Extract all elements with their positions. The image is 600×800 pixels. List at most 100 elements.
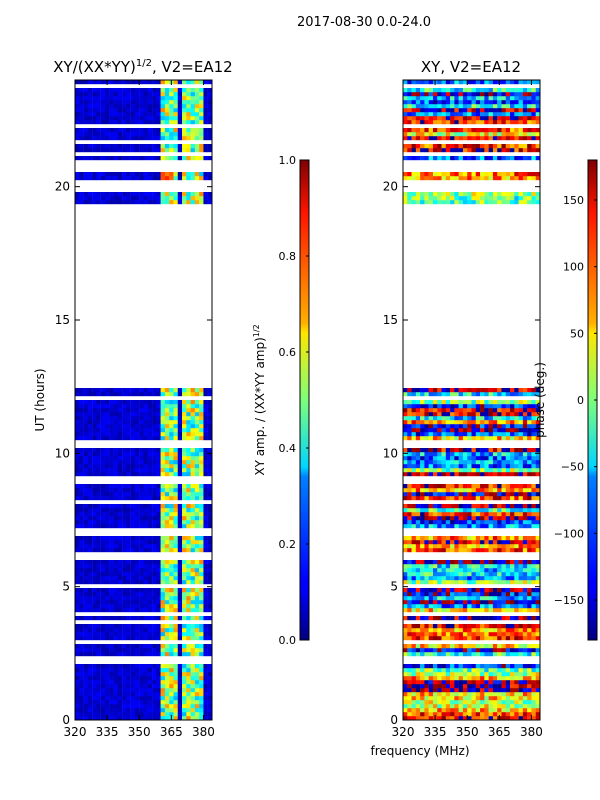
amplitude-heatmap-cell (139, 136, 144, 141)
amplitude-heatmap-cell (87, 420, 93, 425)
amplitude-heatmap-cell (79, 524, 84, 529)
phase-heatmap-cell (480, 420, 485, 425)
phase-heatmap-cell (454, 652, 459, 657)
amplitude-heatmap-cell (75, 136, 80, 141)
amplitude-heatmap-cell (194, 132, 200, 137)
amplitude-heatmap-cell (186, 456, 191, 461)
phase-heatmap-cell (501, 524, 506, 529)
phase-heatmap-cell (437, 688, 442, 693)
amplitude-heatmap-cell (92, 652, 97, 657)
phase-heatmap-cell (514, 564, 519, 569)
amplitude-heatmap-cell (104, 100, 110, 105)
phase-heatmap-cell (445, 544, 451, 549)
amplitude-heatmap-cell (147, 604, 153, 609)
amplitude-heatmap-cell (79, 504, 84, 509)
amplitude-heatmap-cell (190, 92, 196, 97)
phase-heatmap-cell (505, 716, 511, 720)
amplitude-heatmap-cell (199, 572, 204, 577)
amplitude-heatmap-cell (207, 608, 212, 613)
amplitude-heatmap-cell (177, 436, 183, 441)
phase-heatmap-cell (497, 452, 502, 457)
amplitude-heatmap-cell (147, 700, 153, 705)
amplitude-heatmap-cell (139, 716, 144, 720)
phase-heatmap-cell (458, 472, 464, 477)
amplitude-heatmap-cell (203, 436, 208, 441)
phase-heatmap-cell (488, 668, 494, 673)
phase-heatmap-cell (437, 712, 442, 717)
phase-heatmap-cell (488, 432, 494, 437)
phase-heatmap-cell (420, 548, 425, 553)
phase-heatmap-cell (505, 424, 511, 429)
amplitude-heatmap-cell (109, 632, 114, 637)
amplitude-heatmap-cell (182, 408, 187, 413)
amplitude-heatmap-cell (134, 700, 140, 705)
amplitude-heatmap-cell (190, 504, 196, 509)
phase-heatmap-cell (497, 680, 502, 685)
phase-heatmap-cell (454, 424, 459, 429)
amplitude-heatmap-cell (207, 676, 212, 681)
phase-heatmap-cell (514, 664, 519, 669)
amplitude-heatmap-cell (79, 176, 84, 181)
amplitude-heatmap-cell (169, 88, 174, 93)
amplitude-heatmap-cell (126, 644, 131, 649)
amplitude-heatmap-cell (113, 632, 119, 637)
amplitude-heatmap-cell (87, 576, 93, 581)
phase-heatmap-cell (501, 600, 506, 605)
amplitude-heatmap-cell (177, 448, 183, 453)
amplitude-heatmap-cell (190, 692, 196, 697)
phase-heatmap-cell (492, 448, 498, 453)
phase-heatmap-cell (415, 628, 421, 633)
amplitude-heatmap-cell (152, 676, 157, 681)
amplitude-heatmap-cell (122, 636, 127, 641)
amplitude-heatmap-cell (152, 132, 157, 137)
amplitude-heatmap-cell (96, 436, 101, 441)
amplitude-heatmap-cell (169, 512, 174, 517)
phase-heatmap-cell (527, 516, 532, 521)
amplitude-heatmap-cell (109, 452, 114, 457)
phase-heatmap-cell (437, 392, 442, 397)
amplitude-heatmap-cell (92, 616, 97, 621)
amplitude-heatmap-cell (113, 400, 119, 405)
phase-heatmap-cell (471, 568, 476, 573)
amplitude-heatmap-cell (104, 420, 110, 425)
phase-heatmap-cell (505, 704, 511, 709)
phase-heatmap-cell (514, 392, 519, 397)
amplitude-heatmap-cell (126, 708, 131, 713)
amplitude-heatmap-cell (109, 716, 114, 720)
amplitude-heatmap-cell (130, 700, 136, 705)
amplitude-heatmap-cell (173, 424, 178, 429)
phase-heatmap-cell (514, 452, 519, 457)
amplitude-heatmap-cell (83, 156, 89, 161)
amplitude-heatmap-cell (164, 628, 170, 633)
phase-heatmap-cell (518, 668, 524, 673)
y-tick-label: 0 (62, 713, 70, 727)
amplitude-heatmap-cell (113, 132, 119, 137)
amplitude-heatmap-cell (203, 172, 208, 177)
amplitude-heatmap-cell (96, 512, 101, 517)
amplitude-heatmap-cell (87, 132, 93, 137)
phase-heatmap-cell (415, 468, 421, 473)
amplitude-heatmap-cell (152, 516, 157, 521)
amplitude-heatmap-cell (109, 116, 114, 121)
amplitude-heatmap-cell (117, 388, 123, 393)
phase-heatmap-cell (411, 416, 417, 421)
phase-heatmap-cell (424, 672, 429, 677)
amplitude-heatmap-cell (190, 416, 196, 421)
phase-heatmap-cell (531, 468, 536, 473)
amplitude-heatmap-cell (96, 580, 101, 585)
phase-heatmap-cell (441, 536, 447, 541)
amplitude-heatmap-cell (130, 496, 136, 501)
phase-heatmap-cell (527, 668, 532, 673)
amplitude-heatmap-cell (104, 492, 110, 497)
amplitude-heatmap-cell (164, 92, 170, 97)
phase-heatmap-cell (505, 572, 511, 577)
phase-heatmap-cell (411, 412, 417, 417)
phase-heatmap-cell (488, 484, 494, 489)
phase-heatmap-cell (518, 692, 524, 697)
amplitude-heatmap-cell (139, 148, 144, 153)
amplitude-heatmap-cell (186, 104, 191, 109)
phase-heatmap-cell (437, 404, 442, 409)
phase-heatmap-cell (415, 716, 421, 720)
phase-heatmap-cell (458, 448, 464, 453)
phase-heatmap-cell (471, 704, 476, 709)
